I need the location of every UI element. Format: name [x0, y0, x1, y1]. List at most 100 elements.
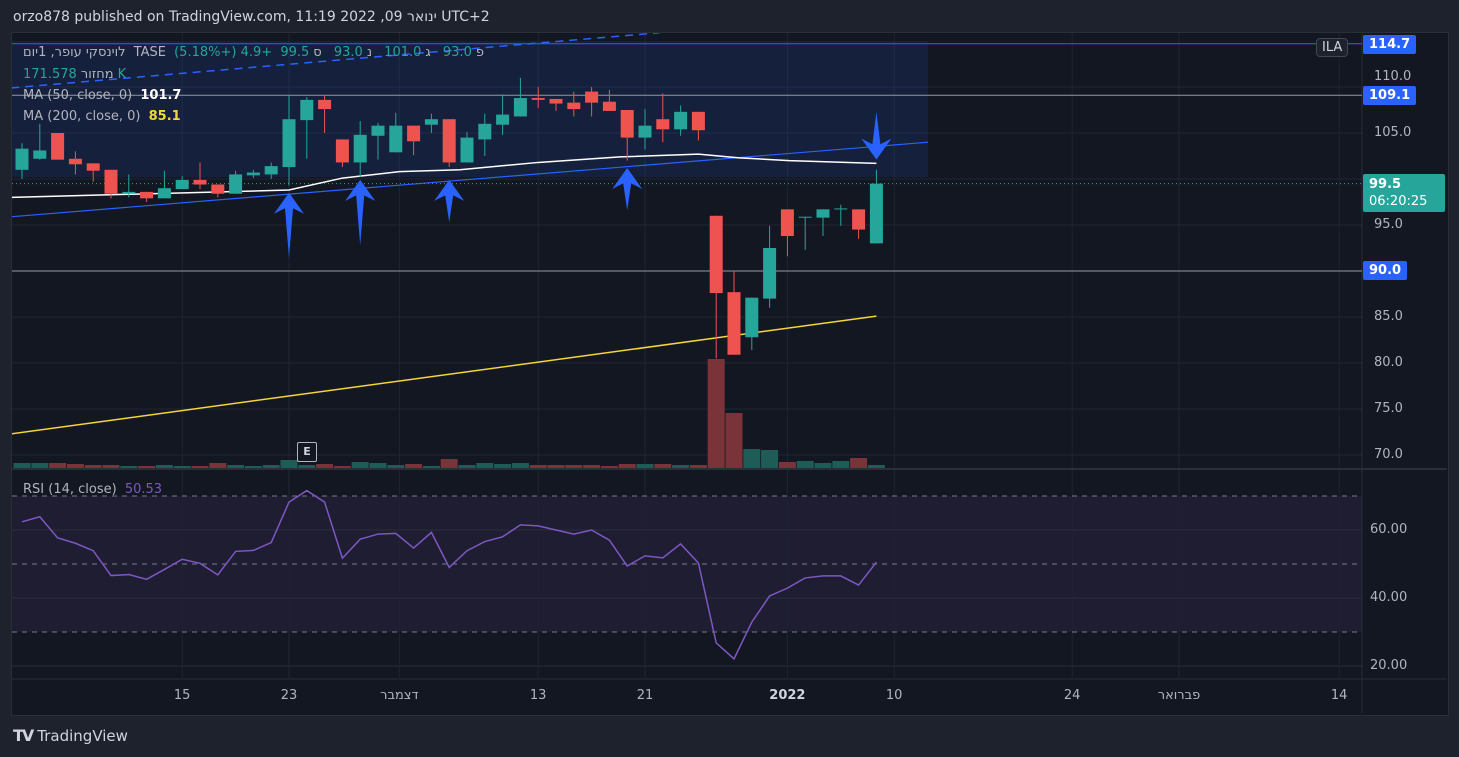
close-label: ס [313, 45, 322, 60]
volume-bar [138, 466, 156, 468]
volume-bar [458, 464, 476, 468]
rsi-value: 50.53 [124, 482, 163, 497]
arrow-up-icon [274, 192, 304, 259]
volume-bar [689, 464, 707, 468]
candle-body [745, 297, 759, 338]
volume-bar [191, 466, 209, 468]
volume-bar [244, 466, 262, 468]
dashed-trend-line [12, 33, 660, 89]
candle-body [869, 183, 883, 244]
candle-body [585, 91, 599, 103]
symbol-legend: לוינסקי עופר, 1יום TASE פ93.0 ג101.0 נ93… [23, 45, 492, 60]
candle-body [780, 209, 794, 237]
volume-bar [494, 463, 512, 468]
ma50-label[interactable]: MA (50, close, 0) [23, 88, 133, 103]
price-tag-109-1: 109.1 [1363, 86, 1417, 105]
time-tick: דצמבר [380, 688, 419, 703]
volume-bar [66, 463, 84, 468]
candle-body [175, 179, 189, 190]
publish-line: orzo878 published on TradingView.com, 11… [13, 9, 490, 25]
rsi-label[interactable]: RSI (14, close) [23, 482, 117, 497]
earnings-marker[interactable]: E [297, 442, 317, 462]
volume-bar [778, 462, 796, 468]
volume-bar [850, 457, 868, 468]
close-value: 99.5 [280, 45, 310, 60]
volume-bar [511, 462, 529, 468]
volume-bar [529, 464, 547, 468]
candle-body [318, 99, 332, 110]
volume-bar [600, 466, 618, 468]
candle-body [674, 111, 688, 130]
price-tick: 85.0 [1374, 309, 1403, 324]
volume-bar [280, 460, 298, 468]
arrow-down-icon [861, 111, 892, 160]
candle-body [51, 133, 65, 160]
chart-frame [11, 32, 1449, 716]
volume-bar [654, 463, 672, 468]
ma50-line [12, 153, 877, 199]
ma200-legend: MA (200, close, 0) 85.1 [23, 109, 185, 124]
candle-body [15, 148, 29, 170]
volume-bar [102, 464, 120, 468]
candle-body [460, 137, 474, 163]
arrow-up-icon [612, 167, 643, 211]
rsi-legend: RSI (14, close) 50.53 [23, 482, 166, 497]
volume-label[interactable]: מחזור [80, 67, 114, 82]
main-pane[interactable] [11, 33, 1362, 468]
currency-badge[interactable]: ILA [1316, 38, 1349, 57]
high-label: ג [425, 45, 431, 60]
arrow-up-icon [345, 179, 376, 246]
volume-bar [31, 462, 49, 468]
bar-countdown: 06:20:25 [1369, 194, 1428, 209]
high-value: 101.0 [384, 45, 422, 60]
candle-body [620, 110, 634, 138]
footer-brand[interactable]: TV TradingView [13, 726, 128, 745]
volume-bar [155, 464, 173, 468]
volume-bar [565, 464, 583, 468]
last-price-tag: 99.5 06:20:25 [1363, 174, 1445, 212]
candle-body [229, 174, 243, 194]
ma200-label[interactable]: MA (200, close, 0) [23, 109, 141, 124]
candle-body [389, 125, 403, 153]
rsi-tick: 20.00 [1370, 658, 1408, 673]
volume-bar [618, 463, 636, 468]
time-tick: 13 [529, 688, 547, 703]
change-value: +4.9 (+5.18%) [174, 45, 273, 60]
tradingview-logo-icon: TV [13, 726, 34, 745]
volume-bar [796, 461, 814, 468]
candle-body [86, 163, 100, 171]
candle-body [68, 158, 82, 165]
time-tick: 21 [636, 688, 654, 703]
candle-body [602, 101, 616, 111]
candle-body [852, 209, 866, 230]
volume-bar [547, 464, 565, 468]
volume-bar [262, 464, 280, 468]
volume-bar [583, 464, 601, 468]
rsi-pane[interactable] [12, 489, 1362, 661]
volume-bar [298, 464, 316, 468]
candle-body [264, 166, 278, 175]
volume-bar [333, 466, 351, 468]
volume-bar [743, 449, 761, 468]
last-price: 99.5 [1369, 177, 1402, 192]
time-tick: 24 [1063, 688, 1081, 703]
trend-line [12, 141, 929, 218]
volume-value: 171.578K [23, 67, 127, 82]
symbol-name[interactable]: לוינסקי עופר, 1יום [23, 45, 126, 60]
candle-body [727, 292, 741, 355]
candle-body [193, 179, 207, 185]
volume-bar [405, 463, 423, 468]
ma200-value: 85.1 [148, 109, 181, 124]
candle-body [122, 191, 136, 194]
candle-body [157, 188, 171, 199]
candle-body [211, 184, 225, 194]
candle-body [300, 99, 314, 121]
candle-body [496, 114, 510, 125]
time-tick: 23 [280, 688, 298, 703]
low-value: 93.0 [333, 45, 363, 60]
candle-body [282, 119, 296, 168]
volume-bar [387, 464, 405, 468]
candle-body [104, 169, 118, 194]
candle-body [478, 123, 492, 140]
